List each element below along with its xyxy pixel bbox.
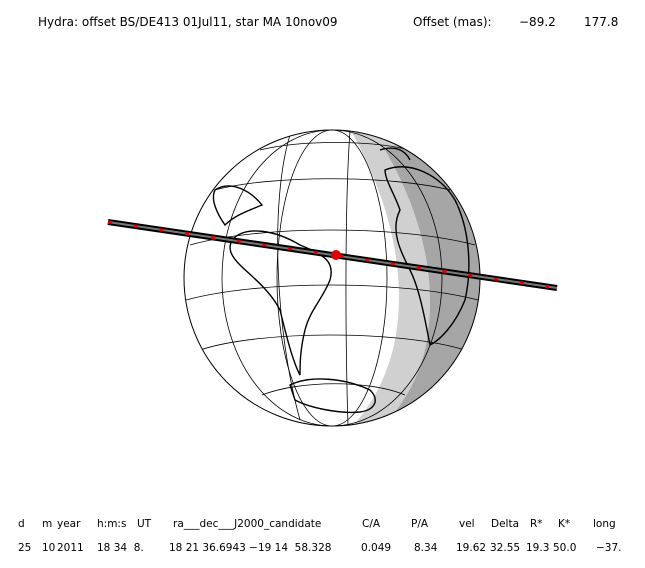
column-header: long bbox=[593, 518, 616, 530]
cell: 50.0 bbox=[553, 542, 576, 554]
cell: 8.34 bbox=[414, 542, 438, 554]
cell: 25 bbox=[18, 542, 31, 554]
column-header: R* bbox=[530, 518, 543, 530]
column-header: P/A bbox=[411, 518, 429, 530]
column-header: Delta bbox=[491, 518, 519, 530]
cell: 2011 bbox=[57, 542, 84, 554]
data-table: d m year h:m:s UT ra___dec___J2000_candi… bbox=[18, 518, 622, 554]
column-header: d bbox=[18, 518, 25, 530]
column-header: ra___dec___J2000_candidate bbox=[173, 518, 321, 530]
offset-value: −89.2 bbox=[519, 15, 556, 29]
cell: 0.049 bbox=[361, 542, 391, 554]
column-header: year bbox=[57, 518, 81, 530]
offset-label: Offset (mas): bbox=[413, 15, 492, 29]
cell: 19.3 bbox=[526, 542, 549, 554]
column-header: h:m:s bbox=[97, 518, 126, 530]
cell: −37. bbox=[596, 542, 622, 554]
column-header: C/A bbox=[362, 518, 381, 530]
shadow-path bbox=[107, 219, 558, 291]
cell: 19.62 bbox=[456, 542, 486, 554]
column-header: K* bbox=[558, 518, 570, 530]
cell: 18 21 36.6943 −19 14 58.328 bbox=[169, 542, 331, 554]
title: Hydra: offset BS/DE413 01Jul11, star MA … bbox=[38, 15, 338, 29]
cell: 32.55 bbox=[490, 542, 520, 554]
cell: 18 34 8. bbox=[97, 542, 144, 554]
column-header: UT bbox=[137, 518, 152, 530]
column-header: m bbox=[42, 518, 52, 530]
cell: 10 bbox=[42, 542, 55, 554]
column-header: vel bbox=[459, 518, 475, 530]
offset-value: 177.8 bbox=[584, 15, 618, 29]
